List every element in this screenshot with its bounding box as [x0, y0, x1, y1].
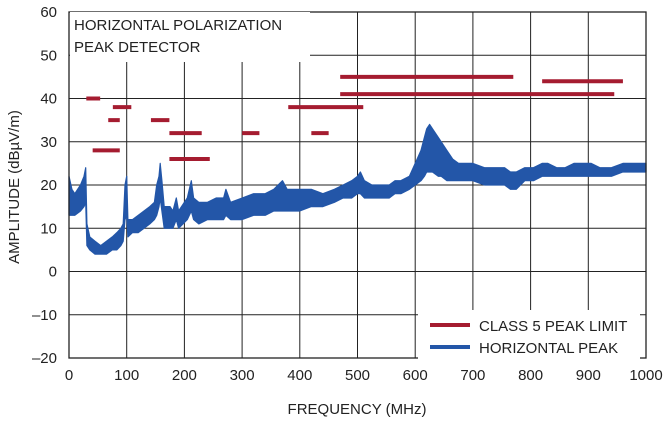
y-tick-label: 30 [40, 134, 57, 151]
x-tick-label: 200 [172, 367, 197, 384]
x-axis-title: FREQUENCY (MHz) [288, 401, 427, 418]
y-tick-label: 10 [40, 220, 57, 237]
annotation-line-1: HORIZONTAL POLARIZATION [74, 17, 282, 34]
y-tick-label: –20 [32, 350, 57, 367]
x-tick-label: 600 [403, 367, 428, 384]
y-tick-label: 20 [40, 177, 57, 194]
legend-label-limit: CLASS 5 PEAK LIMIT [479, 318, 627, 335]
legend: CLASS 5 PEAK LIMIT HORIZONTAL PEAK [418, 310, 640, 360]
x-tick-label: 0 [65, 367, 73, 384]
annotation-line-2: PEAK DETECTOR [74, 39, 201, 56]
x-tick-label: 900 [576, 367, 601, 384]
x-tick-label: 400 [287, 367, 312, 384]
y-tick-label: 40 [40, 91, 57, 108]
x-tick-label: 100 [114, 367, 139, 384]
x-tick-label: 300 [230, 367, 255, 384]
x-axis-ticks: 0 100 200 300 400 500 600 700 800 900 1000 [65, 367, 663, 384]
y-tick-label: 0 [49, 264, 57, 281]
legend-label-peak: HORIZONTAL PEAK [479, 340, 618, 357]
x-tick-label: 800 [518, 367, 543, 384]
x-tick-label: 1000 [629, 367, 662, 384]
plot-frame [68, 11, 647, 359]
y-axis-title: AMPLITUDE (dBµV/m) [6, 110, 23, 264]
legend-background [418, 310, 640, 360]
y-tick-label: 60 [40, 4, 57, 21]
y-axis-ticks: –20 –10 0 10 20 30 40 50 60 [32, 4, 57, 367]
x-tick-label: 500 [345, 367, 370, 384]
class5-limit-series [86, 74, 623, 162]
y-tick-label: 50 [40, 47, 57, 64]
y-tick-label: –10 [32, 307, 57, 324]
annotation-background [70, 12, 310, 62]
x-tick-label: 700 [460, 367, 485, 384]
